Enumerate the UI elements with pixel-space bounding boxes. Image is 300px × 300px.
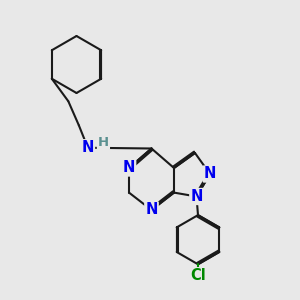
Text: N: N [123, 160, 135, 175]
Text: H: H [98, 136, 109, 149]
Text: N: N [204, 167, 216, 182]
Text: N: N [82, 140, 94, 155]
Text: N: N [145, 202, 158, 217]
Text: N: N [190, 189, 203, 204]
Text: Cl: Cl [190, 268, 206, 283]
